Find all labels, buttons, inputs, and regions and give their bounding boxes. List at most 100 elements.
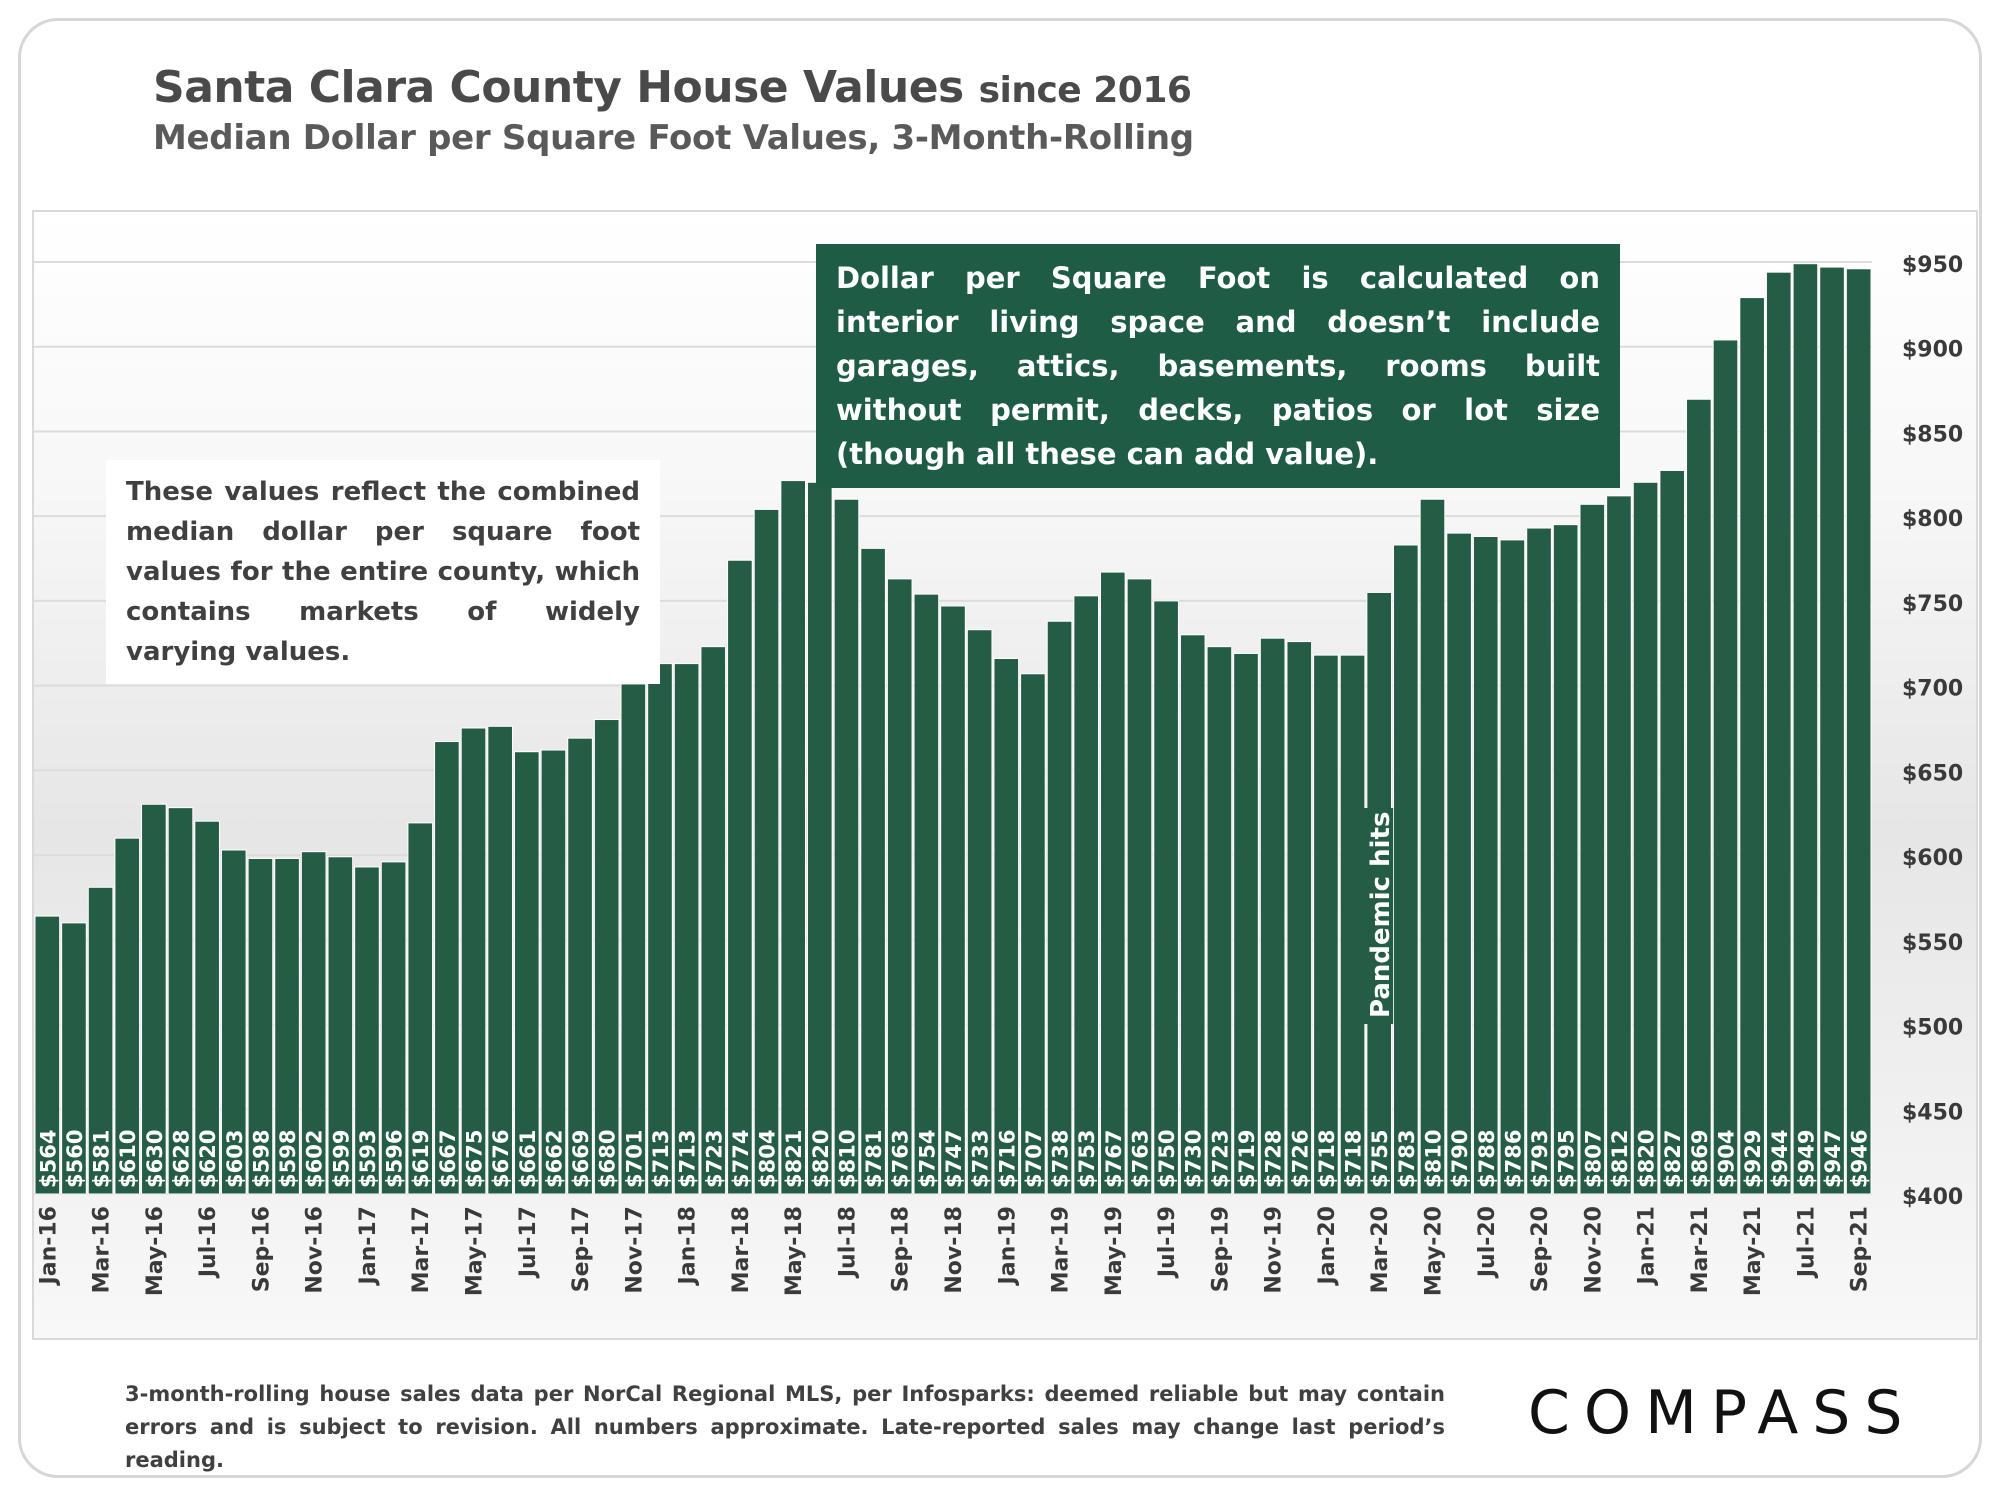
x-tick-label: Jan-20 xyxy=(1315,1206,1340,1286)
x-tick-label: May-18 xyxy=(782,1206,807,1296)
y-tick-label: $850 xyxy=(1902,422,1963,447)
data-label: $718 xyxy=(1315,1130,1339,1188)
data-label: $788 xyxy=(1475,1130,1499,1188)
data-label: $944 xyxy=(1768,1130,1792,1188)
bar xyxy=(407,822,434,1195)
data-label: $723 xyxy=(702,1130,726,1188)
x-tick-label: Jan-19 xyxy=(995,1206,1020,1286)
bar xyxy=(1046,620,1073,1195)
data-label: $610 xyxy=(116,1130,140,1188)
data-label: $949 xyxy=(1794,1130,1818,1188)
data-label: $774 xyxy=(729,1130,753,1188)
data-label: $793 xyxy=(1528,1130,1552,1188)
bar xyxy=(167,807,194,1195)
bar xyxy=(780,480,806,1195)
x-tick-label: Sep-16 xyxy=(249,1206,274,1292)
bar xyxy=(1819,266,1845,1195)
data-label: $593 xyxy=(356,1130,380,1188)
data-label: $603 xyxy=(223,1130,247,1188)
methodology-callout: Dollar per Square Foot is calculated on … xyxy=(816,244,1620,488)
x-tick-label: Jul-20 xyxy=(1475,1206,1500,1279)
y-tick-label: $500 xyxy=(1902,1016,1963,1041)
data-label: $628 xyxy=(170,1130,194,1188)
bar xyxy=(1179,634,1206,1195)
data-label: $707 xyxy=(1022,1130,1046,1188)
data-label: $812 xyxy=(1608,1130,1632,1188)
y-tick-label: $750 xyxy=(1902,592,1963,617)
bar xyxy=(1792,263,1819,1195)
compass-logo: COMPASS xyxy=(1528,1378,1917,1448)
data-label: $747 xyxy=(942,1130,966,1188)
data-label: $676 xyxy=(489,1130,513,1188)
y-tick-label: $600 xyxy=(1902,846,1963,871)
data-label: $763 xyxy=(889,1130,913,1188)
x-tick-label: Sep-19 xyxy=(1208,1206,1233,1292)
x-tick-label: Sep-17 xyxy=(569,1206,594,1292)
bar xyxy=(1073,595,1100,1195)
data-label: $753 xyxy=(1075,1130,1099,1188)
chart-title-main: Santa Clara County House Values xyxy=(153,62,964,113)
bar xyxy=(114,837,141,1195)
data-label: $786 xyxy=(1501,1130,1525,1188)
bar xyxy=(1632,481,1659,1195)
x-tick-label: Mar-21 xyxy=(1688,1206,1713,1293)
bar xyxy=(34,915,61,1195)
bar xyxy=(1259,637,1286,1195)
bar xyxy=(700,646,727,1195)
bar xyxy=(380,861,407,1195)
bar xyxy=(1686,398,1712,1195)
x-tick-label: Jul-17 xyxy=(516,1206,541,1279)
x-tick-label: Jul-18 xyxy=(835,1206,860,1279)
bar xyxy=(593,719,620,1195)
bar xyxy=(620,683,647,1195)
data-label: $619 xyxy=(409,1130,433,1188)
data-label: $675 xyxy=(463,1130,487,1188)
bar xyxy=(300,851,327,1195)
pandemic-annotation: Pandemic hits xyxy=(1366,812,1396,1018)
x-tick-label: Jan-21 xyxy=(1635,1206,1660,1286)
data-label: $820 xyxy=(809,1130,833,1188)
bar xyxy=(567,737,593,1195)
bar xyxy=(1765,271,1792,1195)
bar xyxy=(1393,544,1419,1195)
data-label: $716 xyxy=(995,1130,1019,1188)
bar xyxy=(1126,578,1153,1195)
bar xyxy=(247,857,274,1195)
data-label: $738 xyxy=(1049,1130,1073,1188)
data-label: $726 xyxy=(1288,1130,1312,1188)
data-label: $596 xyxy=(383,1130,407,1188)
data-label: $783 xyxy=(1395,1130,1419,1188)
data-label: $810 xyxy=(1421,1130,1445,1188)
y-tick-label: $700 xyxy=(1902,677,1963,702)
bar xyxy=(1845,268,1872,1195)
x-tick-label: Jan-18 xyxy=(676,1206,701,1286)
x-tick-label: May-17 xyxy=(463,1206,488,1296)
data-label: $701 xyxy=(622,1130,646,1188)
data-label: $713 xyxy=(676,1130,700,1188)
bar xyxy=(1339,654,1366,1195)
bar xyxy=(354,866,380,1195)
data-label: $767 xyxy=(1102,1130,1126,1188)
x-tick-label: Nov-20 xyxy=(1581,1206,1606,1294)
x-tick-label: Mar-20 xyxy=(1368,1206,1393,1293)
data-label: $755 xyxy=(1368,1130,1392,1188)
bar xyxy=(940,605,966,1195)
x-tick-label: May-20 xyxy=(1421,1206,1446,1296)
bar xyxy=(1526,527,1552,1195)
bar xyxy=(860,547,886,1195)
x-tick-label: Jul-16 xyxy=(196,1206,221,1279)
y-tick-label: $550 xyxy=(1902,931,1963,956)
x-tick-label: Mar-17 xyxy=(409,1206,434,1293)
bar xyxy=(753,508,780,1195)
bar xyxy=(886,578,913,1195)
data-label: $667 xyxy=(436,1130,460,1188)
bar xyxy=(460,727,487,1195)
x-tick-label: Sep-18 xyxy=(889,1206,914,1292)
data-label: $662 xyxy=(542,1130,566,1188)
bar xyxy=(1100,571,1126,1195)
bars xyxy=(34,263,1872,1195)
x-tick-label: Nov-16 xyxy=(303,1206,328,1294)
y-tick-label: $450 xyxy=(1902,1100,1963,1125)
data-label: $630 xyxy=(143,1130,167,1188)
data-label: $804 xyxy=(756,1130,780,1188)
